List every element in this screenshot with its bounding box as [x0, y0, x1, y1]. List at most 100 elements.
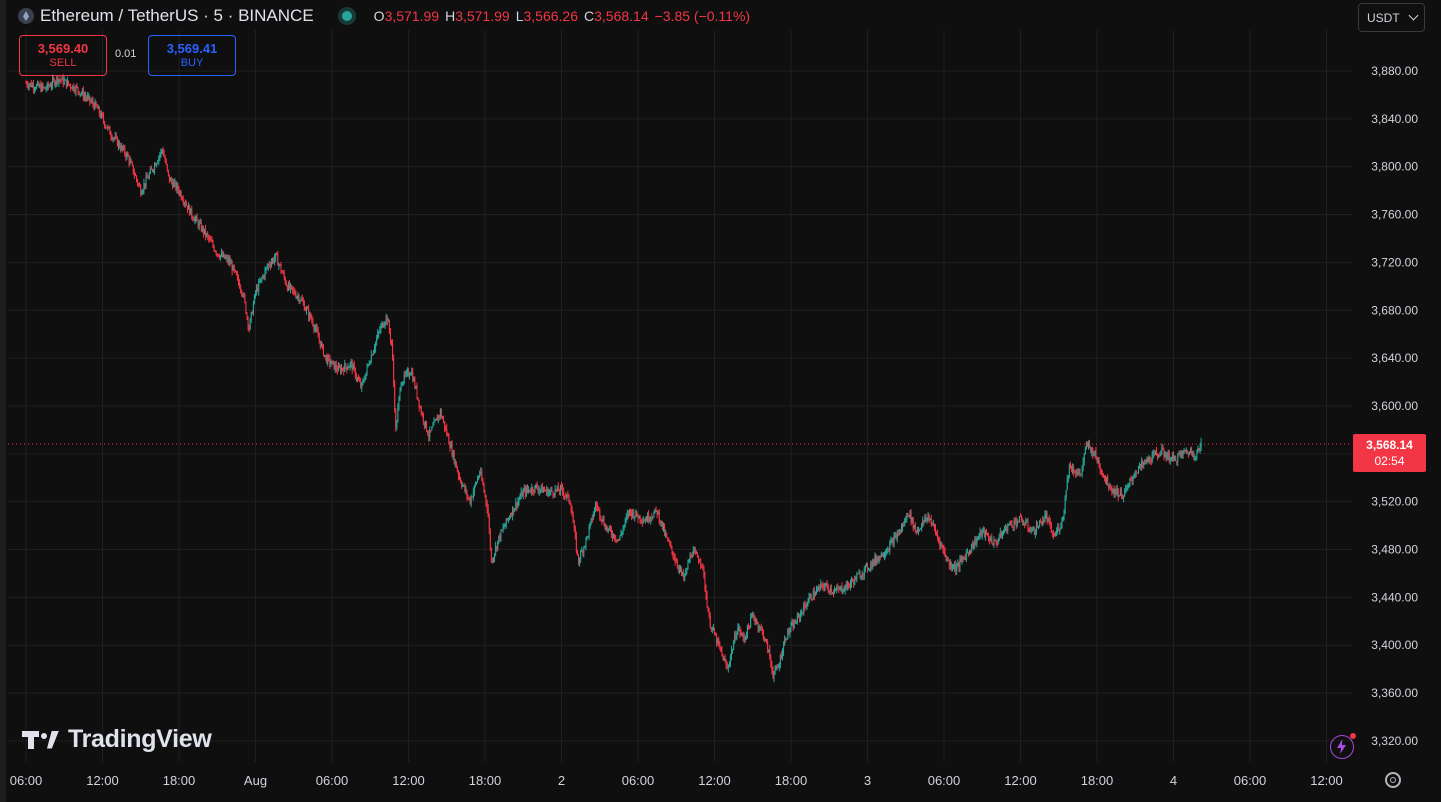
candle-body	[239, 282, 241, 289]
candle-body	[243, 294, 245, 296]
candle-body	[1135, 472, 1137, 474]
candle-body	[1186, 450, 1188, 453]
candle-body	[257, 287, 259, 292]
candle-body	[725, 661, 727, 666]
candle-body	[225, 258, 227, 260]
candle-body	[583, 547, 585, 554]
candle-body	[259, 281, 261, 283]
candle-body	[729, 656, 731, 664]
candle-body	[143, 183, 145, 191]
candle-body	[157, 161, 159, 164]
tradingview-watermark[interactable]: TradingView	[22, 725, 212, 754]
candle-body	[106, 126, 108, 129]
candle-body	[978, 535, 980, 538]
candle-body	[122, 145, 124, 150]
candle-body	[941, 543, 943, 546]
candle-body	[756, 621, 758, 623]
candle-body	[1198, 448, 1200, 451]
candle-body	[531, 487, 533, 493]
candle-body	[811, 599, 813, 601]
candle-body	[1083, 453, 1085, 462]
buy-label: BUY	[180, 56, 204, 69]
candle-body	[191, 208, 193, 217]
candle-body	[377, 333, 379, 339]
sell-button[interactable]: 3,569.40 SELL	[19, 35, 107, 76]
candle-body	[969, 550, 970, 553]
candle-body	[202, 227, 204, 234]
candle-body	[420, 407, 422, 415]
candle-body	[309, 313, 311, 318]
candle-body	[548, 492, 550, 496]
candle-body	[1086, 443, 1088, 447]
candle-body	[1118, 495, 1120, 497]
candle-body	[1132, 477, 1134, 481]
candle-body	[255, 292, 256, 295]
candle-body	[317, 331, 319, 338]
candle-body	[930, 518, 932, 525]
candle-body	[195, 216, 197, 219]
settings-gear-icon[interactable]	[1385, 772, 1401, 788]
candle-body	[1066, 478, 1068, 491]
candle-body	[1046, 514, 1048, 522]
candle-body	[483, 484, 485, 492]
candle-body	[1042, 520, 1044, 526]
currency-select[interactable]: USDT	[1358, 3, 1425, 32]
candle-body	[740, 633, 742, 635]
candle-body	[972, 543, 974, 549]
candle-body	[751, 616, 753, 618]
buy-button[interactable]: 3,569.41 BUY	[148, 35, 236, 76]
candle-body	[711, 628, 713, 630]
candle-body	[446, 428, 448, 435]
candle-body	[382, 323, 384, 327]
candle-body	[482, 479, 484, 485]
candle-body	[966, 552, 968, 554]
candle-body	[362, 380, 364, 384]
candle-body	[1077, 472, 1079, 474]
x-tick-label: Aug	[244, 773, 267, 788]
candle-body	[78, 91, 80, 95]
candle-body	[1112, 488, 1114, 492]
candle-body	[1076, 472, 1078, 475]
candle-body	[779, 655, 781, 666]
price-axis[interactable]: 3,880.00 3,840.00 3,800.00 3,760.00 3,720.00…	[1371, 64, 1418, 748]
candle-body	[180, 191, 182, 199]
candle-body	[615, 539, 617, 541]
lightning-alert-icon[interactable]	[1330, 733, 1356, 759]
candle-body	[826, 583, 828, 587]
candle-body	[718, 639, 720, 645]
candle-body	[371, 354, 373, 356]
candle-body	[261, 277, 263, 279]
time-axis[interactable]: 06:00 12:00 18:00 Aug 06:00 12:00 18:00 2 06:00 1…	[10, 773, 1343, 788]
candle-body	[264, 269, 266, 277]
candle-body	[298, 296, 300, 302]
candle-body	[353, 365, 355, 369]
candle-body	[633, 511, 635, 518]
market-status-icon[interactable]	[341, 11, 352, 21]
candle-body	[347, 367, 349, 370]
candle-body	[387, 321, 389, 323]
candle-body	[148, 173, 150, 179]
candle-body	[281, 271, 283, 273]
candle-body	[490, 548, 492, 561]
candle-body	[273, 259, 275, 262]
candle-body	[465, 490, 467, 492]
x-tick-label: 18:00	[1081, 773, 1114, 788]
candle-body	[697, 553, 698, 558]
candle-body	[821, 583, 823, 585]
candle-body	[933, 524, 935, 528]
candle-body	[149, 168, 151, 174]
symbol-title[interactable]: Ethereum / TetherUS · 5 · BINANCE	[40, 6, 314, 25]
candle-body	[643, 520, 645, 522]
candle-body	[1094, 450, 1096, 455]
candle-body	[375, 342, 377, 349]
candle-body	[56, 77, 58, 83]
candle-body	[444, 421, 446, 429]
candle-body	[49, 85, 51, 87]
candle-body	[957, 563, 959, 567]
candle-body	[824, 586, 826, 589]
candle-body	[1040, 520, 1042, 522]
candle-body	[601, 519, 603, 522]
candle-body	[256, 287, 258, 293]
candle-body	[357, 377, 358, 379]
